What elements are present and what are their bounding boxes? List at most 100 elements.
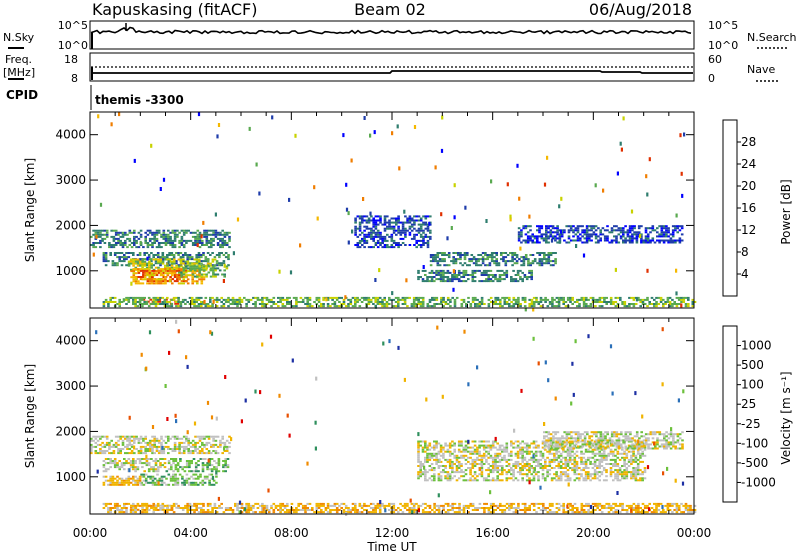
power-cell — [650, 303, 654, 305]
power-cell — [431, 298, 434, 301]
power-cell — [655, 296, 658, 299]
power-cell — [119, 239, 122, 242]
velocity-cell — [453, 502, 457, 505]
power-cell — [295, 303, 298, 305]
power-cell — [111, 262, 115, 265]
power-cell — [530, 278, 533, 281]
power-sparse-cell — [325, 297, 328, 302]
velocity-cell — [123, 511, 126, 514]
power-cell — [682, 296, 685, 299]
velocity-cell — [687, 509, 690, 511]
power-cell — [205, 229, 209, 232]
velocity-cell — [111, 483, 115, 486]
power-cell — [166, 268, 170, 271]
power-cell — [225, 265, 229, 268]
power-cell — [523, 274, 527, 276]
velocity-cell — [176, 477, 180, 480]
power-cell — [551, 305, 554, 308]
power-sparse-cell — [374, 304, 377, 309]
power-cell — [488, 264, 492, 267]
power-cell — [624, 239, 627, 242]
power-cell — [322, 296, 325, 299]
power-cell — [270, 298, 273, 301]
power-cell — [214, 275, 217, 278]
velocity-cell — [480, 467, 484, 469]
power-cell — [466, 254, 469, 256]
velocity-cell — [222, 470, 225, 473]
velocity-cell — [333, 509, 337, 511]
power-cell — [134, 266, 138, 269]
power-cell — [121, 233, 125, 236]
power-cell — [538, 262, 542, 265]
power-cell — [376, 246, 380, 249]
velocity-cell — [342, 511, 346, 514]
power-cell — [412, 303, 416, 305]
velocity-cell — [501, 469, 504, 472]
power-cell — [196, 280, 199, 283]
power-cell — [180, 280, 184, 283]
power-cell — [462, 269, 466, 272]
power-cell — [198, 267, 202, 270]
power-cell — [184, 303, 187, 305]
velocity-cell — [469, 504, 473, 507]
velocity-cell — [185, 437, 188, 440]
power-cell — [579, 239, 582, 242]
power-cell — [556, 227, 559, 230]
power-cell — [221, 229, 224, 232]
power-cell — [576, 231, 580, 234]
velocity-cell — [138, 504, 142, 507]
power-cell — [163, 301, 167, 303]
velocity-cell — [525, 442, 529, 445]
power-cell — [422, 215, 425, 218]
velocity-cell — [224, 460, 227, 462]
velocity-cell — [609, 504, 613, 507]
velocity-cell — [281, 509, 285, 511]
power-cell — [545, 241, 548, 244]
velocity-cell — [523, 502, 527, 505]
power-cell — [499, 301, 502, 303]
power-cell — [669, 241, 673, 244]
velocity-cell — [290, 509, 294, 511]
velocity-cell — [659, 511, 663, 514]
power-cell — [168, 280, 172, 283]
power-cell — [617, 233, 621, 236]
velocity-cell — [128, 441, 132, 444]
velocity-cell — [401, 511, 405, 514]
velocity-cell — [205, 448, 209, 450]
velocity-cell — [197, 475, 200, 478]
velocity-cell — [219, 439, 222, 442]
power-cell — [137, 280, 140, 283]
power-cell — [146, 246, 150, 249]
velocity-cell — [462, 456, 466, 459]
velocity-cell — [132, 509, 135, 511]
velocity-cell — [105, 435, 109, 438]
velocity-cell — [340, 507, 343, 509]
velocity-cell — [267, 509, 271, 511]
power-cell — [453, 274, 456, 276]
power-cell — [501, 305, 504, 308]
power-cell — [182, 278, 185, 281]
velocity-cell — [480, 454, 484, 457]
power-cell — [177, 298, 180, 301]
velocity-cell — [691, 511, 695, 514]
power-cell — [218, 254, 221, 256]
power-cell — [419, 296, 423, 299]
power-cell — [536, 229, 539, 232]
power-cell — [197, 254, 201, 256]
power-cell — [496, 303, 500, 305]
velocity-cell — [219, 441, 222, 444]
power-cell — [495, 254, 498, 256]
power-cell — [560, 233, 564, 236]
velocity-cell — [247, 502, 251, 505]
velocity-cell — [138, 458, 142, 460]
power-cell — [662, 225, 666, 228]
velocity-cell — [175, 506, 178, 509]
velocity-cell — [482, 448, 486, 451]
power-cell — [317, 305, 321, 308]
power-cell — [134, 298, 137, 301]
velocity-cell — [252, 507, 255, 509]
velocity-cell — [444, 511, 448, 514]
velocity-cell — [120, 509, 124, 511]
power-cell — [624, 237, 627, 240]
power-cell — [408, 227, 412, 230]
